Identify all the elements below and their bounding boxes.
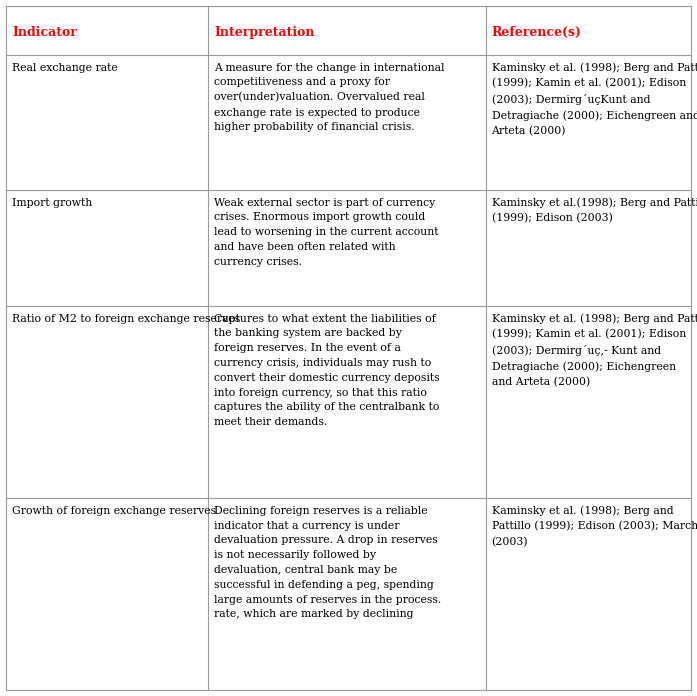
- Text: Declining foreign reserves is a reliable
indicator that a currency is under
deva: Declining foreign reserves is a reliable…: [214, 506, 441, 619]
- Text: Real exchange rate: Real exchange rate: [12, 63, 118, 72]
- Text: Kaminsky et al. (1998); Berg and
Pattillo (1999); Edison (2003); Marchesi
(2003): Kaminsky et al. (1998); Berg and Pattill…: [491, 506, 697, 547]
- Text: Weak external sector is part of currency
crises. Enormous import growth could
le: Weak external sector is part of currency…: [214, 198, 438, 267]
- Text: Kaminsky et al.(1998); Berg and Pattillo
(1999); Edison (2003): Kaminsky et al.(1998); Berg and Pattillo…: [491, 198, 697, 223]
- Text: Captures to what extent the liabilities of
the banking system are backed by
fore: Captures to what extent the liabilities …: [214, 314, 440, 427]
- Text: Reference(s): Reference(s): [491, 26, 581, 39]
- Text: Kaminsky et al. (1998); Berg and Pattillo
(1999); Kamin et al. (2001); Edison
(2: Kaminsky et al. (1998); Berg and Pattill…: [491, 314, 697, 387]
- Text: Import growth: Import growth: [12, 198, 92, 207]
- Text: A measure for the change in international
competitiveness and a proxy for
over(u: A measure for the change in internationa…: [214, 63, 445, 132]
- Text: Kaminsky et al. (1998); Berg and Pattillo
(1999); Kamin et al. (2001); Edison
(2: Kaminsky et al. (1998); Berg and Pattill…: [491, 63, 697, 136]
- Text: Growth of foreign exchange reserves: Growth of foreign exchange reserves: [12, 506, 216, 516]
- Text: Indicator: Indicator: [12, 26, 77, 39]
- Text: Ratio of M2 to foreign exchange reserves: Ratio of M2 to foreign exchange reserves: [12, 314, 240, 324]
- Text: Interpretation: Interpretation: [214, 26, 314, 39]
